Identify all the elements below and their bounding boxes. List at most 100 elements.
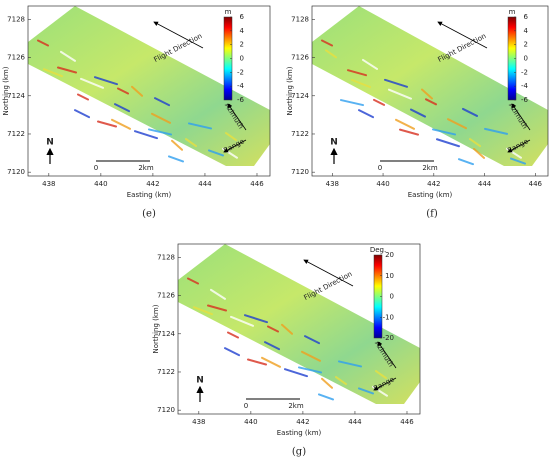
y-tick-label: 7126	[157, 292, 175, 300]
y-axis-label: Northing (km)	[2, 66, 10, 115]
image-streak	[375, 370, 387, 380]
x-tick-label: 446	[529, 180, 543, 188]
image-streak	[284, 368, 308, 378]
image-streak	[298, 366, 322, 374]
image-streak	[410, 108, 426, 118]
flight-arrow	[153, 21, 204, 49]
colorbar-tick-label: -2	[237, 68, 244, 76]
image-streak	[318, 393, 334, 401]
colorbar-tick-label: 0	[390, 293, 394, 301]
y-tick-label: 7128	[291, 15, 309, 23]
image-streak	[325, 49, 337, 59]
image-streak	[362, 58, 378, 70]
flight-direction: Flight Direction	[153, 32, 204, 64]
image-streak	[97, 120, 117, 128]
image-streak	[187, 277, 199, 285]
range-arrow	[223, 139, 247, 153]
image-streak	[436, 138, 460, 148]
colorbar-tick-label: -4	[521, 82, 529, 90]
image-streak	[193, 306, 213, 316]
x-tick-label: 442	[296, 418, 309, 426]
x-tick-label: 444	[478, 180, 492, 188]
image-streak	[210, 288, 226, 300]
image-streak	[304, 335, 320, 345]
y-tick-label: 7124	[291, 92, 309, 100]
colorbar-tick-label: 20	[385, 251, 394, 259]
image-streak	[458, 158, 474, 166]
image-streak	[224, 347, 240, 357]
x-tick-label: 438	[42, 180, 55, 188]
image-streak	[321, 39, 333, 47]
image-streak	[94, 76, 118, 86]
colorbar-tick-label: -10	[383, 313, 394, 321]
colorbar-tick-label: -6	[237, 96, 245, 104]
y-tick-label: 7124	[7, 92, 25, 100]
image-streak	[57, 66, 77, 74]
colorbar-tick-label: 6	[240, 13, 245, 21]
image-streak	[425, 98, 437, 106]
y-tick-label: 7124	[157, 330, 175, 338]
caption: (g)	[292, 447, 306, 458]
y-axis-label: Northing (km)	[152, 304, 160, 353]
colorbar-tick-label: 4	[524, 27, 529, 35]
y-tick-label: 7120	[291, 168, 309, 176]
colorbar-label: Deg.	[370, 246, 386, 254]
image-streak	[335, 376, 347, 386]
x-tick-label: 440	[94, 180, 107, 188]
flight-arrow	[303, 259, 354, 287]
image-streak	[131, 85, 143, 97]
panel: 438 440 442 444 446 7120 7122 7124 7126 7128 Easti…	[2, 5, 271, 220]
x-tick-label: 446	[250, 180, 264, 188]
flight-direction: Flight Direction	[303, 270, 354, 302]
image-streak	[190, 321, 214, 333]
y-tick-label: 7126	[7, 54, 25, 62]
image-streak	[171, 139, 183, 151]
image-streak	[227, 331, 239, 339]
image-streak	[60, 50, 76, 62]
north-label: N	[46, 138, 54, 148]
image-streak	[351, 79, 371, 88]
image-streak	[338, 360, 362, 368]
image-streak	[74, 109, 90, 119]
azimuth-arrow	[377, 341, 397, 369]
colorbar-tick-label: 0	[240, 55, 244, 63]
scale-end: 2km	[422, 164, 438, 172]
y-tick-label: 7122	[291, 130, 309, 138]
colorbar-tick-label: 0	[524, 55, 528, 63]
image-streak	[432, 128, 456, 136]
range-arrow	[507, 139, 531, 153]
axes-frame	[27, 5, 271, 177]
image-streak	[373, 98, 385, 106]
image-streak	[267, 325, 279, 333]
image-streak	[358, 109, 374, 119]
flight-direction: Flight Direction	[437, 32, 488, 64]
x-tick-label: 440	[244, 418, 257, 426]
image-streak	[261, 356, 281, 368]
flight-arrow	[437, 21, 488, 49]
image-streak	[37, 39, 49, 47]
colorbar-tick-label: -2	[521, 68, 528, 76]
x-tick-label: 444	[198, 180, 212, 188]
image-streak	[247, 358, 267, 366]
image-streak	[388, 88, 412, 100]
x-axis-label: Easting (km)	[277, 429, 322, 437]
panel: 438 440 442 444 446 7120 7122 7124 7126 7128 Easti…	[152, 243, 421, 458]
image-streak	[168, 155, 184, 163]
image-streak	[340, 99, 364, 107]
scale-end: 2km	[138, 164, 154, 172]
image-streak	[77, 93, 89, 101]
x-tick-label: 442	[427, 180, 440, 188]
x-axis-label: Easting (km)	[408, 191, 453, 199]
image-streak	[188, 122, 212, 130]
north-label: N	[196, 376, 204, 386]
image-streak	[399, 128, 419, 136]
image-streak	[244, 314, 268, 324]
image-streak	[395, 118, 415, 130]
scale-start: 0	[378, 164, 382, 172]
image-streak	[80, 77, 104, 89]
image-streak	[114, 103, 130, 113]
image-swath	[312, 6, 548, 166]
image-streak	[151, 112, 171, 124]
colorbar-tick-label: 4	[240, 27, 245, 35]
